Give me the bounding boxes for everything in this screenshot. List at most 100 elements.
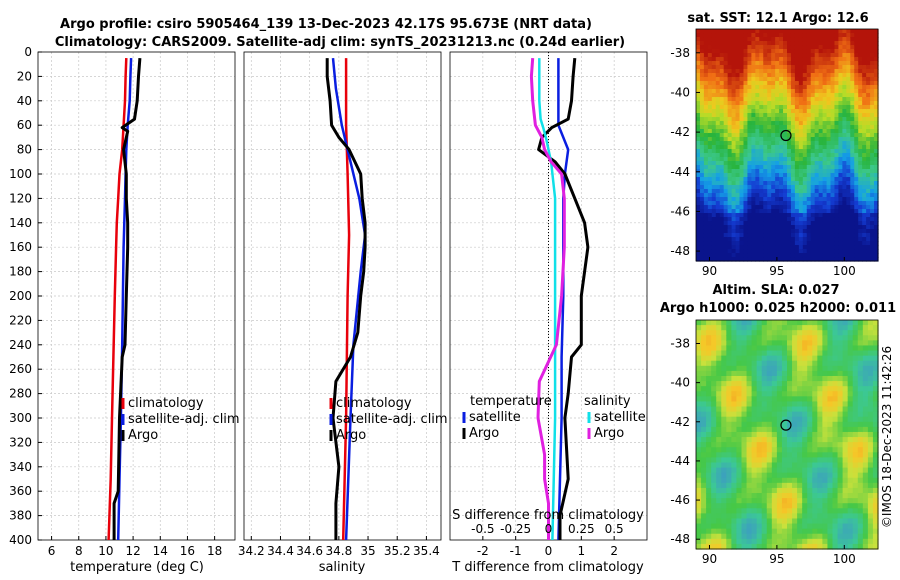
- heatmap-cell: [806, 29, 812, 34]
- heatmap-cell: [797, 350, 803, 357]
- heatmap-cell: [787, 340, 793, 347]
- heatmap-cell: [723, 169, 729, 174]
- heatmap-cell: [792, 416, 798, 423]
- heatmap-cell: [818, 117, 824, 122]
- heatmap-cell: [797, 482, 803, 489]
- x-tick-label: 10: [98, 544, 113, 558]
- heatmap-cell: [751, 177, 756, 182]
- heatmap-cell: [822, 125, 828, 130]
- heatmap-cell: [767, 173, 772, 178]
- heatmap-cell: [818, 213, 824, 218]
- heatmap-cell: [759, 177, 764, 182]
- heatmap-cell: [854, 253, 859, 258]
- heatmap-cell: [857, 391, 864, 397]
- heatmap-cell: [862, 533, 869, 540]
- heatmap-cell: [711, 411, 717, 418]
- heatmap-cell: [822, 181, 828, 186]
- heatmap-cell: [771, 245, 776, 250]
- heatmap-cell: [755, 81, 760, 86]
- heatmap-cell: [767, 185, 772, 190]
- heatmap-cell: [874, 161, 879, 166]
- heatmap-cell: [706, 345, 712, 352]
- heatmap-cell: [826, 109, 832, 114]
- heatmap-cell: [874, 97, 879, 102]
- heatmap-cell: [731, 320, 738, 326]
- heatmap-cell: [802, 421, 808, 428]
- heatmap-cell: [817, 411, 823, 418]
- heatmap-cell: [743, 29, 749, 34]
- heatmap-cell: [761, 411, 768, 418]
- heatmap-cell: [719, 249, 725, 254]
- heatmap-cell: [838, 153, 843, 158]
- heatmap-cell: [703, 165, 709, 170]
- heatmap-cell: [731, 386, 738, 392]
- heatmap-cell: [707, 33, 713, 38]
- heatmap-cell: [790, 169, 796, 174]
- heatmap-cell: [726, 447, 732, 453]
- heatmap-cell: [716, 442, 722, 448]
- heatmap-cell: [830, 221, 836, 226]
- heatmap-cell: [866, 201, 871, 206]
- heatmap-cell: [822, 233, 828, 238]
- heatmap-cell: [818, 101, 824, 106]
- heatmap-cell: [857, 421, 864, 428]
- heatmap-cell: [832, 503, 839, 509]
- heatmap-cell: [787, 249, 792, 254]
- heatmap-cell: [751, 57, 756, 62]
- heatmap-cell: [775, 101, 780, 106]
- heatmap-cell: [747, 217, 752, 222]
- y-tick-label: -42: [670, 125, 690, 139]
- heatmap-cell: [810, 93, 816, 98]
- heatmap-cell: [779, 257, 784, 262]
- heatmap-cell: [787, 217, 792, 222]
- heatmap-cell: [846, 49, 851, 54]
- heatmap-cell: [731, 452, 738, 458]
- heatmap-cell: [846, 253, 851, 258]
- heatmap-cell: [719, 181, 725, 186]
- heatmap-cell: [790, 149, 796, 154]
- heatmap-cell: [727, 73, 733, 78]
- heatmap-cell: [707, 77, 713, 82]
- heatmap-cell: [703, 117, 709, 122]
- heatmap-cell: [872, 325, 879, 331]
- heatmap-cell: [726, 406, 732, 413]
- heatmap-cell: [781, 375, 788, 382]
- heatmap-cell: [726, 487, 732, 494]
- heatmap-cell: [806, 101, 812, 106]
- heatmap-cell: [759, 149, 764, 154]
- heatmap-cell: [735, 37, 741, 42]
- heatmap-cell: [755, 73, 760, 78]
- heatmap-cell: [739, 121, 745, 126]
- heatmap-cell: [711, 185, 717, 190]
- heatmap-cell: [858, 29, 863, 34]
- heatmap-cell: [838, 33, 843, 38]
- heatmap-cell: [771, 193, 776, 198]
- heatmap-cell: [862, 325, 869, 331]
- heatmap-cell: [817, 370, 823, 377]
- heatmap-cell: [806, 125, 812, 130]
- heatmap-cell: [802, 217, 808, 222]
- heatmap-cell: [852, 360, 859, 367]
- heatmap-cell: [726, 411, 732, 418]
- heatmap-cell: [842, 125, 847, 130]
- heatmap-cell: [846, 53, 851, 58]
- heatmap-cell: [756, 508, 763, 514]
- heatmap-cell: [866, 53, 871, 58]
- heatmap-cell: [719, 93, 725, 98]
- heatmap-cell: [866, 221, 871, 226]
- heatmap-cell: [731, 109, 737, 114]
- heatmap-cell: [787, 375, 793, 382]
- heatmap-cell: [834, 93, 840, 98]
- heatmap-cell: [846, 233, 851, 238]
- heatmap-cell: [731, 173, 737, 178]
- heatmap-cell: [766, 538, 773, 545]
- heatmap-cell: [766, 543, 773, 550]
- heatmap-cell: [696, 81, 701, 86]
- heatmap-cell: [818, 129, 824, 134]
- heatmap-cell: [814, 213, 820, 218]
- heatmap-cell: [852, 482, 859, 489]
- heatmap-cell: [792, 493, 798, 499]
- heatmap-cell: [874, 109, 879, 114]
- heatmap-cell: [771, 370, 778, 377]
- heatmap-cell: [715, 189, 721, 194]
